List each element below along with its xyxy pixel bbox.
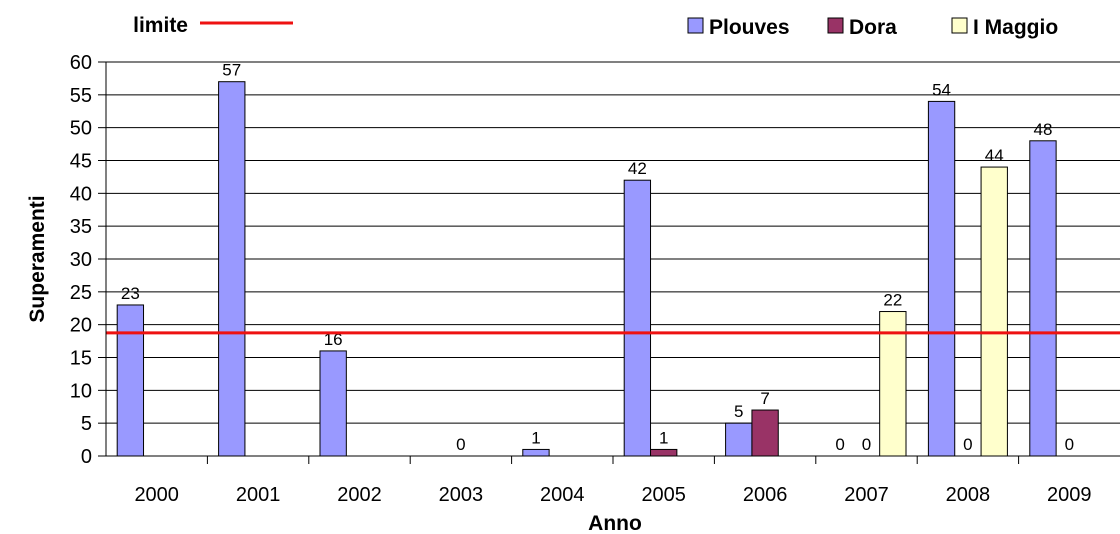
data-label: 57 bbox=[222, 61, 241, 80]
bar-i-maggio-2008 bbox=[980, 166, 1008, 457]
bar-dora-2006 bbox=[751, 409, 779, 457]
data-label: 0 bbox=[456, 435, 465, 454]
y-axis-title: Superamenti bbox=[26, 195, 49, 322]
y-tick-label: 0 bbox=[81, 446, 92, 468]
bar-plouves-2006 bbox=[725, 422, 753, 457]
x-tick-label: 2001 bbox=[236, 484, 281, 506]
data-label: 23 bbox=[121, 284, 140, 303]
data-label: 0 bbox=[1065, 435, 1074, 454]
y-tick-label: 50 bbox=[70, 118, 92, 140]
y-tick-label: 40 bbox=[70, 183, 92, 205]
data-label: 0 bbox=[963, 435, 972, 454]
bar-plouves-2009 bbox=[1029, 140, 1057, 457]
data-label: 44 bbox=[985, 146, 1004, 165]
x-tick-label: 2002 bbox=[337, 484, 382, 506]
bar-plouves-2000 bbox=[116, 304, 145, 457]
legend-swatch-plouves bbox=[687, 17, 704, 34]
legend-label-plouves: Plouves bbox=[709, 16, 790, 39]
data-label: 7 bbox=[760, 389, 769, 408]
x-tick-label: 2007 bbox=[844, 484, 889, 506]
axes bbox=[98, 61, 1120, 464]
y-tick-label: 45 bbox=[70, 151, 92, 173]
y-tick-label: 10 bbox=[70, 380, 92, 402]
x-tick-label: 2009 bbox=[1047, 484, 1092, 506]
data-label: 54 bbox=[932, 80, 951, 99]
data-label: 1 bbox=[531, 428, 540, 447]
series-legend: Plouves Dora I Maggio bbox=[687, 16, 1058, 39]
y-tick-labels: 0 5 10 15 20 25 30 35 40 45 50 55 60 bbox=[70, 52, 92, 468]
gridlines bbox=[106, 61, 1120, 424]
x-tick-label: 2005 bbox=[641, 484, 686, 506]
data-label: 5 bbox=[734, 402, 743, 421]
bar-plouves-2002 bbox=[319, 350, 347, 457]
bar-dora-2005 bbox=[650, 448, 678, 457]
bar-plouves-2001 bbox=[218, 81, 246, 457]
bar-plouves-2008 bbox=[927, 100, 956, 457]
data-label: 42 bbox=[628, 159, 647, 178]
data-label: 22 bbox=[883, 291, 902, 310]
y-tick-label: 35 bbox=[70, 216, 92, 238]
y-tick-label: 60 bbox=[70, 52, 92, 74]
x-tick-label: 2006 bbox=[743, 484, 788, 506]
x-axis-title: Anno bbox=[588, 512, 642, 534]
x-tick-label: 2004 bbox=[540, 484, 585, 506]
y-tick-label: 15 bbox=[70, 348, 92, 370]
y-tick-label: 55 bbox=[70, 85, 92, 107]
bars bbox=[116, 81, 1057, 457]
data-label: 1 bbox=[659, 428, 668, 447]
y-tick-label: 30 bbox=[70, 249, 92, 271]
limit-legend: limite bbox=[133, 14, 293, 37]
legend-swatch-i-maggio bbox=[951, 17, 968, 34]
bar-i-maggio-2007 bbox=[879, 311, 907, 457]
y-tick-label: 5 bbox=[81, 413, 92, 435]
bar-plouves-2005 bbox=[623, 179, 652, 457]
legend-swatch-dora bbox=[827, 17, 844, 34]
x-tick-label: 2000 bbox=[134, 484, 179, 506]
x-tick-label: 2008 bbox=[946, 484, 991, 506]
y-tick-label: 25 bbox=[70, 282, 92, 304]
legend-label-dora: Dora bbox=[849, 16, 897, 39]
data-label: 0 bbox=[862, 435, 871, 454]
x-tick-labels: 2000 2001 2002 2003 2004 2005 2006 2007 2008 2009 bbox=[134, 484, 1091, 506]
data-label: 16 bbox=[324, 330, 343, 349]
x-tick-label: 2003 bbox=[439, 484, 484, 506]
data-label: 48 bbox=[1034, 120, 1053, 139]
data-label: 0 bbox=[835, 435, 844, 454]
legend-label-i-maggio: I Maggio bbox=[973, 16, 1058, 39]
y-tick-label: 20 bbox=[70, 315, 92, 337]
bar-plouves-2004 bbox=[522, 448, 550, 457]
limit-legend-label: limite bbox=[133, 14, 188, 37]
